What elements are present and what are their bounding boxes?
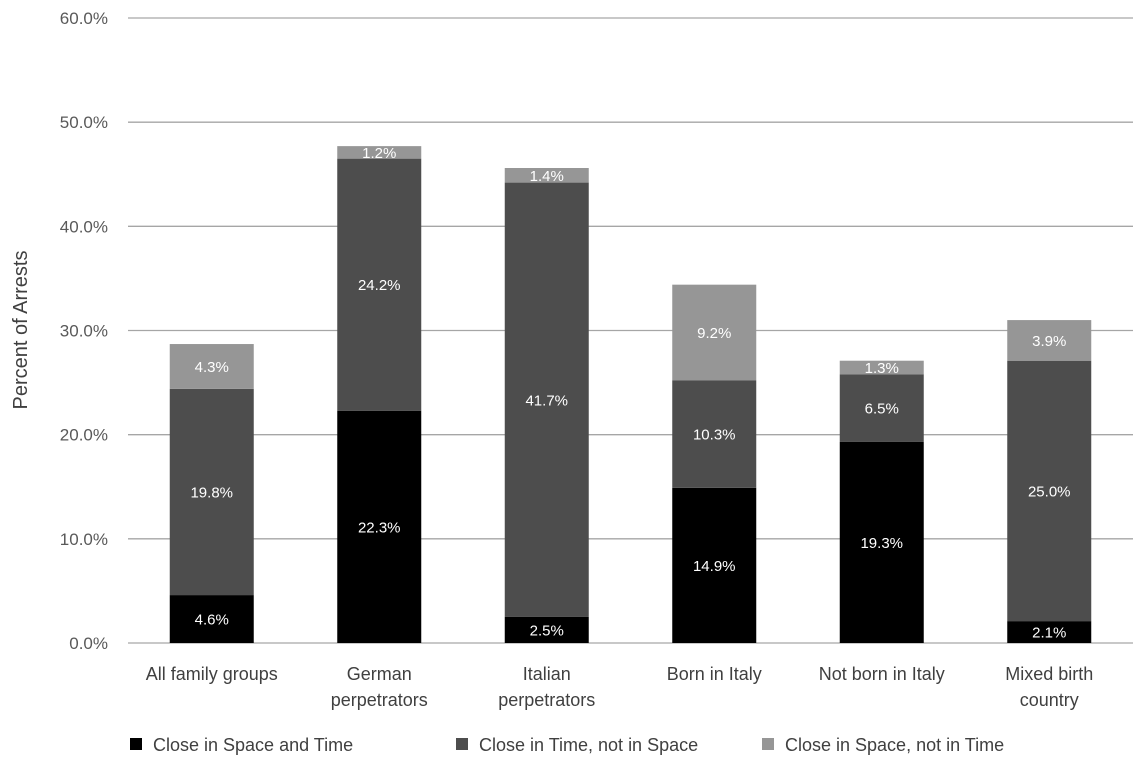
data-label: 4.6% xyxy=(195,612,229,629)
bar-segment xyxy=(672,487,757,643)
data-labels: 4.6% 19.8% 4.3% 22.3% 24.2% 1.2% 2.5% 41.7% 1.4%… xyxy=(190,145,1070,642)
bar-segment xyxy=(672,380,757,488)
category-label: All family groups xyxy=(146,664,278,684)
legend-label: Close in Time, not in Space xyxy=(479,735,698,755)
data-label: 6.5% xyxy=(865,401,899,418)
y-tick-labels: 0.0% 10.0% 20.0% 30.0% 40.0% 50.0% 60.0% xyxy=(60,9,108,653)
bar-segment xyxy=(337,410,422,643)
bar-segment xyxy=(169,344,254,389)
data-label: 14.9% xyxy=(693,558,736,575)
data-label: 2.1% xyxy=(1032,625,1066,642)
gridlines xyxy=(128,17,1133,644)
y-tick-label: 50.0% xyxy=(60,113,108,132)
legend-label: Close in Space and Time xyxy=(153,735,353,755)
y-tick-label: 20.0% xyxy=(60,426,108,445)
bar-segment xyxy=(839,374,924,442)
data-label: 19.3% xyxy=(860,535,903,552)
y-tick-label: 10.0% xyxy=(60,530,108,549)
data-label: 24.2% xyxy=(358,277,401,294)
y-tick-label: 60.0% xyxy=(60,9,108,28)
data-label: 1.4% xyxy=(530,168,564,185)
y-tick-label: 40.0% xyxy=(60,217,108,236)
legend-swatch xyxy=(456,738,468,750)
data-label: 10.3% xyxy=(693,427,736,444)
category-labels: All family groups German perpetrators Itali… xyxy=(146,664,1094,710)
legend-swatch xyxy=(762,738,774,750)
category-label: Italian perpetrators xyxy=(498,664,595,710)
y-tick-label: 0.0% xyxy=(69,634,108,653)
legend-item: Close in Space, not in Time xyxy=(762,735,1004,755)
data-label: 41.7% xyxy=(525,392,568,409)
data-label: 4.3% xyxy=(195,359,229,376)
data-label: 22.3% xyxy=(358,519,401,536)
bar-segment xyxy=(169,595,254,643)
legend-item: Close in Space and Time xyxy=(130,735,353,755)
y-axis-label: Percent of Arrests xyxy=(10,251,32,410)
bar-segment xyxy=(1007,320,1092,361)
bar-segment xyxy=(504,616,589,643)
data-label: 3.9% xyxy=(1032,333,1066,350)
bar-segment xyxy=(1007,360,1092,622)
data-label: 1.2% xyxy=(362,145,396,162)
category-label: German perpetrators xyxy=(331,664,428,710)
legend-swatch xyxy=(130,738,142,750)
bars xyxy=(169,146,1092,643)
y-tick-label: 30.0% xyxy=(60,322,108,341)
legend-label: Close in Space, not in Time xyxy=(785,735,1004,755)
data-label: 1.3% xyxy=(865,360,899,377)
bar-segment xyxy=(1007,621,1092,643)
bar-segment xyxy=(672,284,757,381)
data-label: 2.5% xyxy=(530,622,564,639)
bar-segment xyxy=(504,182,589,617)
data-label: 19.8% xyxy=(190,484,233,501)
category-label: Mixed birth country xyxy=(1005,664,1093,710)
data-label: 9.2% xyxy=(697,325,731,342)
bar-segment xyxy=(337,158,422,411)
bar-segment xyxy=(504,168,589,183)
bar-segment xyxy=(839,360,924,375)
bar-segment xyxy=(839,441,924,643)
legend-item: Close in Time, not in Space xyxy=(456,735,698,755)
category-label: Born in Italy xyxy=(667,664,762,684)
legend: Close in Space and Time Close in Time, no… xyxy=(130,735,1004,755)
data-label: 25.0% xyxy=(1028,483,1071,500)
bar-segment xyxy=(169,388,254,596)
bar-segment xyxy=(337,146,422,159)
category-label: Not born in Italy xyxy=(819,664,945,684)
